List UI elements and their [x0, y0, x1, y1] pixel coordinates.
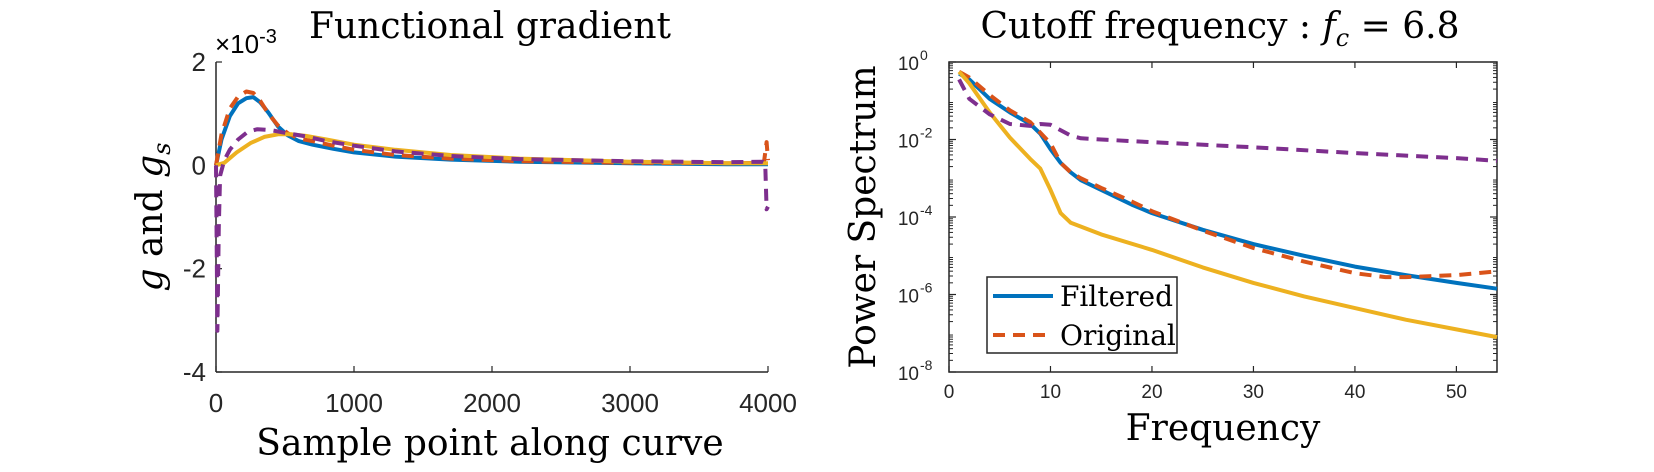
right-y-tick-exp: -8	[920, 357, 933, 373]
left-x-tick-label: 1000	[325, 388, 383, 418]
right-chart: Cutoff frequency : fc = 6.8 0 10 20 30 40 501…	[843, 6, 1497, 449]
legend-label-filtered: Filtered	[1060, 280, 1173, 313]
right-y-tick-exp: -6	[920, 280, 933, 296]
left-y-tick-label: 0	[192, 150, 206, 180]
right-y-tick-exp: -4	[920, 202, 933, 218]
left-y-multiplier: ×10-3	[215, 26, 277, 59]
left-y-label-and: and	[130, 178, 171, 269]
left-y-tick-label: -2	[183, 254, 206, 284]
right-y-tick-label: 10	[898, 364, 919, 385]
left-x-tick-label: 3000	[601, 388, 659, 418]
left-series	[216, 92, 768, 331]
left-series-red	[216, 92, 768, 166]
left-y-multiplier-exp: -3	[259, 26, 277, 48]
right-chart-title: Cutoff frequency : fc = 6.8	[980, 6, 1459, 52]
left-x-tick-label: 4000	[739, 388, 797, 418]
right-title-prefix: Cutoff frequency :	[980, 6, 1322, 47]
left-y-tick-label: 2	[192, 47, 206, 77]
left-y-multiplier-base: ×10	[215, 29, 259, 59]
right-x-tick-label: 40	[1344, 382, 1365, 403]
right-x-tick-label: 30	[1243, 382, 1264, 403]
left-x-label: Sample point along curve	[256, 423, 723, 464]
right-y-tick-exp: 0	[920, 47, 928, 63]
left-y-label-g: g	[130, 268, 171, 291]
left-series-blue	[216, 97, 768, 165]
left-chart: Functional gradient ×10-3 0 1000 2000 3000 4…	[130, 6, 797, 464]
right-x-tick-label: 0	[944, 382, 955, 403]
right-series-purple	[959, 79, 1497, 160]
right-y-tick-label: 10	[898, 132, 919, 153]
right-y-tick-label: 10	[898, 209, 919, 230]
right-series-original	[959, 72, 1497, 277]
left-x-tick-label: 0	[209, 388, 223, 418]
right-x-tick-label: 20	[1141, 382, 1162, 403]
right-x-label: Frequency	[1126, 408, 1321, 449]
right-x-tick-label: 50	[1446, 382, 1467, 403]
left-chart-title: Functional gradient	[309, 6, 672, 47]
left-y-label: g and gs	[130, 142, 176, 291]
left-ticks: 0 1000 2000 3000 4000 2 0 -2 -4	[183, 47, 797, 418]
right-y-tick-exp: -2	[920, 125, 933, 141]
left-series-purple	[216, 129, 768, 331]
right-x-tick-label: 10	[1040, 382, 1061, 403]
legend-label-original: Original	[1060, 319, 1176, 352]
left-x-tick-label: 2000	[463, 388, 521, 418]
right-y-label: Power Spectrum	[843, 65, 884, 368]
right-y-tick-label: 10	[898, 54, 919, 75]
right-legend: Filtered Original	[987, 277, 1177, 353]
left-y-label-g2: g	[130, 155, 171, 178]
left-y-tick-label: -4	[183, 357, 206, 387]
left-y-label-sub: s	[148, 142, 176, 154]
right-series-filtered	[959, 74, 1497, 289]
right-y-tick-label: 10	[898, 287, 919, 308]
right-title-sub: c	[1336, 24, 1349, 52]
right-title-suffix: = 6.8	[1349, 6, 1459, 47]
